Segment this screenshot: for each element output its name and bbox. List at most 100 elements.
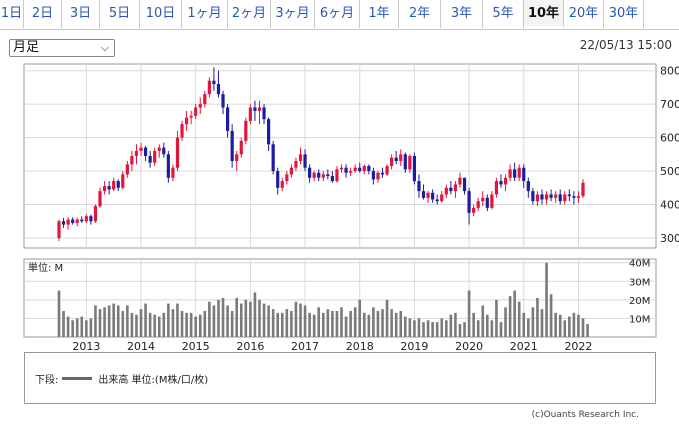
candle-body xyxy=(221,94,225,108)
candle-body xyxy=(431,192,435,200)
volume-bar xyxy=(577,314,580,337)
volume-tick-label: 10M xyxy=(629,314,650,325)
candle-body xyxy=(66,219,70,225)
candle-body xyxy=(476,201,480,208)
volume-tick-label: 40M xyxy=(629,259,650,270)
candle-body xyxy=(239,140,243,155)
tab-9[interactable]: 1年 xyxy=(360,0,399,28)
candle-body xyxy=(440,194,444,202)
tab-10[interactable]: 2年 xyxy=(399,0,441,28)
volume-bar xyxy=(394,312,398,337)
candle-body xyxy=(308,167,312,178)
volume-bar xyxy=(335,311,339,337)
year-label: 2021 xyxy=(510,340,538,352)
tab-12[interactable]: 5年 xyxy=(483,0,524,28)
volume-bar xyxy=(185,312,188,337)
volume-bar xyxy=(472,312,475,337)
tab-2[interactable]: 3日 xyxy=(62,0,100,28)
candle-body xyxy=(344,167,348,173)
candle-body xyxy=(80,219,84,222)
volume-bar xyxy=(299,303,302,337)
volume-bar xyxy=(308,312,311,337)
volume-tick-label: 30M xyxy=(629,277,650,288)
period-select[interactable]: 月足 ⌵ xyxy=(9,39,115,57)
tab-5[interactable]: 1ヶ月 xyxy=(182,0,228,28)
volume-bar xyxy=(481,305,485,337)
volume-bar xyxy=(189,312,193,337)
candle-body xyxy=(399,154,403,162)
candle-body xyxy=(194,107,198,116)
candle-body xyxy=(339,167,344,170)
volume-bar xyxy=(280,312,284,337)
candle-body xyxy=(535,194,540,202)
candle-body xyxy=(349,171,353,173)
legend-text: 出来高 単位:(M株/口/枚) xyxy=(98,375,209,386)
candle-body xyxy=(362,166,366,172)
legend-box: 下段: 出来高 単位:(M株/口/枚) xyxy=(24,352,656,404)
candle-body xyxy=(567,194,571,197)
tab-8[interactable]: 6ヶ月 xyxy=(315,0,360,28)
volume-bar xyxy=(331,311,334,337)
candle-body xyxy=(198,104,202,108)
candle-body xyxy=(462,177,467,192)
tab-3[interactable]: 5日 xyxy=(100,0,140,28)
candle-body xyxy=(490,194,494,208)
legend-entry: 下段: 出来高 単位:(M株/口/枚) xyxy=(35,371,208,386)
volume-bar xyxy=(294,301,298,337)
year-label: 2017 xyxy=(291,340,319,352)
tab-7[interactable]: 3ヶ月 xyxy=(271,0,315,28)
volume-bar xyxy=(431,322,434,337)
volume-bar xyxy=(94,305,97,337)
period-select-value: 月足 xyxy=(13,40,40,55)
volume-bar xyxy=(445,320,448,337)
year-label: 2013 xyxy=(72,340,100,352)
tabs-divider xyxy=(0,29,679,30)
candle-body xyxy=(481,197,485,202)
tab-1[interactable]: 2日 xyxy=(24,0,62,28)
volume-bar xyxy=(367,314,371,337)
tab-0[interactable]: 1日 xyxy=(0,0,24,28)
price-tick-label: 300 xyxy=(660,232,679,245)
candle-body xyxy=(412,156,417,182)
tab-13[interactable]: 10年 xyxy=(524,0,564,28)
volume-bar xyxy=(285,309,289,337)
candle-body xyxy=(417,181,421,192)
candle-body xyxy=(421,191,426,198)
candle-body xyxy=(207,80,211,95)
candle-body xyxy=(353,167,357,172)
volume-bar xyxy=(531,307,535,337)
volume-bar xyxy=(98,309,102,337)
candle-body xyxy=(572,196,576,198)
candle-body xyxy=(203,94,207,105)
tab-14[interactable]: 20年 xyxy=(564,0,604,28)
tab-6[interactable]: 2ヶ月 xyxy=(228,0,271,28)
volume-bar xyxy=(513,290,516,337)
candle-body xyxy=(298,154,303,162)
candle-body xyxy=(184,117,189,125)
candle-body xyxy=(508,169,512,178)
candle-body xyxy=(84,216,88,222)
candle-body xyxy=(180,124,184,138)
candle-body xyxy=(367,166,371,172)
candle-body xyxy=(116,181,120,188)
candle-body xyxy=(458,177,462,185)
volume-bar xyxy=(135,314,138,337)
volume-bar xyxy=(153,314,156,337)
candle-body xyxy=(426,192,430,198)
volume-bar xyxy=(226,305,229,337)
volume-bar xyxy=(495,299,498,337)
tab-11[interactable]: 3年 xyxy=(441,0,483,28)
volume-bar xyxy=(486,314,489,337)
candle-body xyxy=(503,177,508,185)
tab-15[interactable]: 30年 xyxy=(604,0,644,28)
volume-bar xyxy=(290,311,293,337)
volume-bar xyxy=(303,305,307,337)
candle-body xyxy=(276,171,280,188)
candle-body xyxy=(558,194,562,202)
volume-bar xyxy=(449,314,453,337)
tab-4[interactable]: 10日 xyxy=(140,0,182,28)
candle-body xyxy=(61,221,66,225)
volume-bar xyxy=(362,312,366,337)
volume-tick-label: 20M xyxy=(629,296,650,307)
volume-bar xyxy=(167,303,170,337)
